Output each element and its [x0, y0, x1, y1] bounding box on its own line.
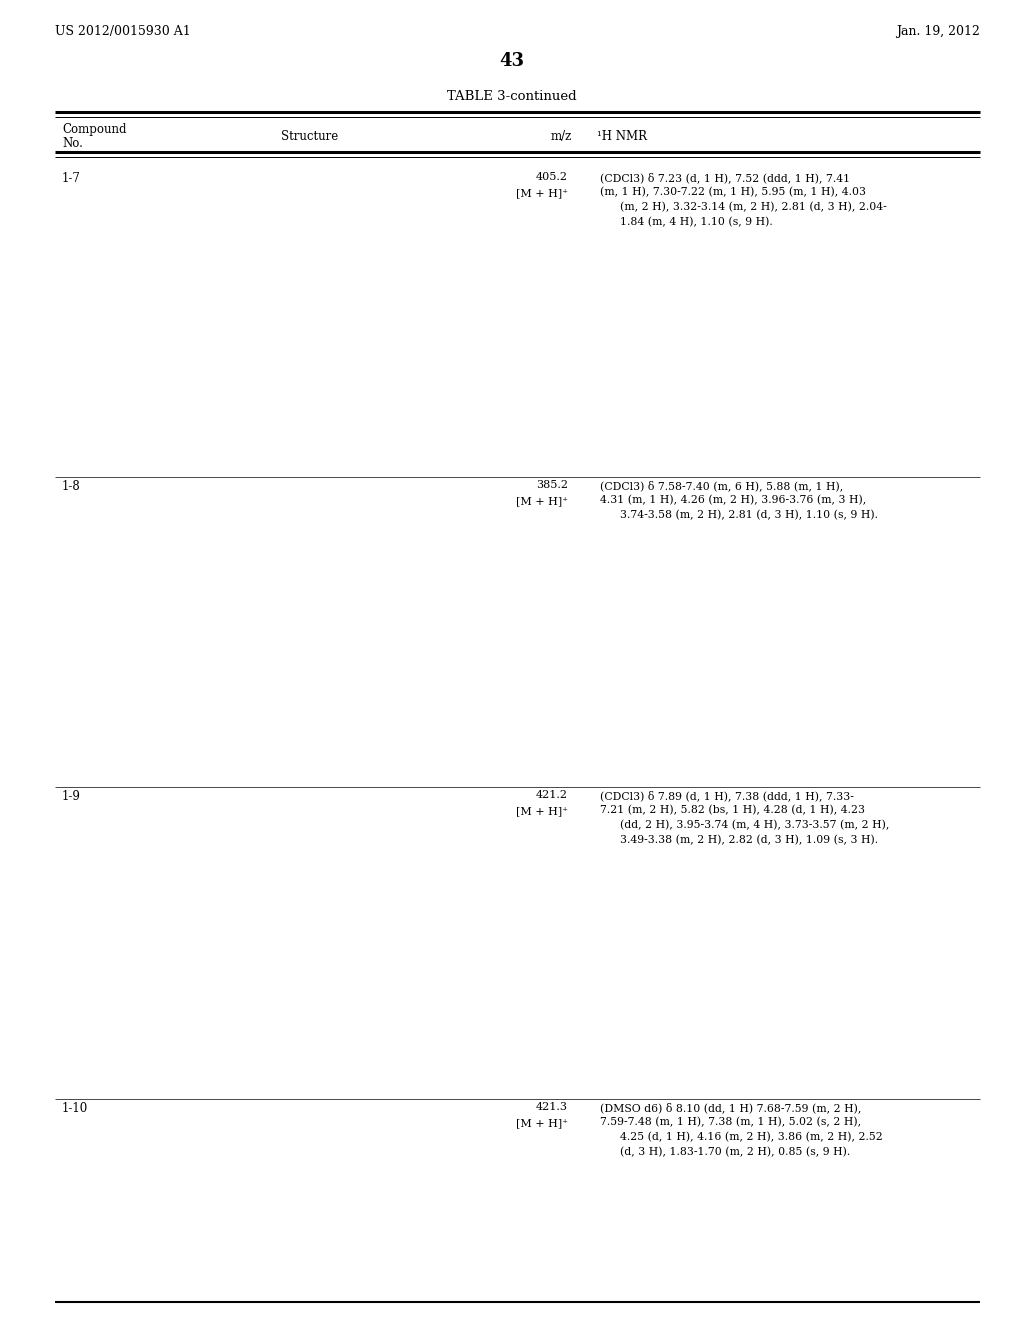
- Text: Structure: Structure: [282, 129, 339, 143]
- Text: 7.21 (m, 2 H), 5.82 (bs, 1 H), 4.28 (d, 1 H), 4.23: 7.21 (m, 2 H), 5.82 (bs, 1 H), 4.28 (d, …: [600, 805, 865, 816]
- Text: Jan. 19, 2012: Jan. 19, 2012: [896, 25, 980, 38]
- Text: (m, 2 H), 3.32-3.14 (m, 2 H), 2.81 (d, 3 H), 2.04-: (m, 2 H), 3.32-3.14 (m, 2 H), 2.81 (d, 3…: [620, 202, 887, 213]
- Text: 1-10: 1-10: [62, 1102, 88, 1115]
- Text: 4.31 (m, 1 H), 4.26 (m, 2 H), 3.96-3.76 (m, 3 H),: 4.31 (m, 1 H), 4.26 (m, 2 H), 3.96-3.76 …: [600, 495, 866, 506]
- Text: Compound: Compound: [62, 123, 127, 136]
- Text: (DMSO d6) δ 8.10 (dd, 1 H) 7.68-7.59 (m, 2 H),: (DMSO d6) δ 8.10 (dd, 1 H) 7.68-7.59 (m,…: [600, 1102, 861, 1113]
- Text: ¹H NMR: ¹H NMR: [597, 129, 647, 143]
- Text: 421.3: 421.3: [536, 1102, 568, 1111]
- Text: 421.2: 421.2: [536, 789, 568, 800]
- Text: No.: No.: [62, 137, 83, 150]
- Text: [M + H]⁺: [M + H]⁺: [516, 1118, 568, 1129]
- Text: (d, 3 H), 1.83-1.70 (m, 2 H), 0.85 (s, 9 H).: (d, 3 H), 1.83-1.70 (m, 2 H), 0.85 (s, 9…: [620, 1147, 850, 1158]
- Text: US 2012/0015930 A1: US 2012/0015930 A1: [55, 25, 190, 38]
- Text: (dd, 2 H), 3.95-3.74 (m, 4 H), 3.73-3.57 (m, 2 H),: (dd, 2 H), 3.95-3.74 (m, 4 H), 3.73-3.57…: [620, 820, 890, 830]
- Text: (CDCl3) δ 7.89 (d, 1 H), 7.38 (ddd, 1 H), 7.33-: (CDCl3) δ 7.89 (d, 1 H), 7.38 (ddd, 1 H)…: [600, 789, 854, 801]
- Text: [M + H]⁺: [M + H]⁺: [516, 187, 568, 198]
- Text: 7.59-7.48 (m, 1 H), 7.38 (m, 1 H), 5.02 (s, 2 H),: 7.59-7.48 (m, 1 H), 7.38 (m, 1 H), 5.02 …: [600, 1117, 861, 1127]
- Text: 1.84 (m, 4 H), 1.10 (s, 9 H).: 1.84 (m, 4 H), 1.10 (s, 9 H).: [620, 216, 773, 227]
- Text: 4.25 (d, 1 H), 4.16 (m, 2 H), 3.86 (m, 2 H), 2.52: 4.25 (d, 1 H), 4.16 (m, 2 H), 3.86 (m, 2…: [620, 1133, 883, 1142]
- Text: 3.74-3.58 (m, 2 H), 2.81 (d, 3 H), 1.10 (s, 9 H).: 3.74-3.58 (m, 2 H), 2.81 (d, 3 H), 1.10 …: [620, 510, 878, 520]
- Text: 1-8: 1-8: [62, 480, 81, 492]
- Text: 405.2: 405.2: [536, 172, 568, 182]
- Text: 385.2: 385.2: [536, 480, 568, 490]
- Text: TABLE 3-continued: TABLE 3-continued: [447, 90, 577, 103]
- Text: (CDCl3) δ 7.58-7.40 (m, 6 H), 5.88 (m, 1 H),: (CDCl3) δ 7.58-7.40 (m, 6 H), 5.88 (m, 1…: [600, 480, 843, 491]
- Text: m/z: m/z: [551, 129, 572, 143]
- Text: 3.49-3.38 (m, 2 H), 2.82 (d, 3 H), 1.09 (s, 3 H).: 3.49-3.38 (m, 2 H), 2.82 (d, 3 H), 1.09 …: [620, 836, 879, 845]
- Text: [M + H]⁺: [M + H]⁺: [516, 807, 568, 816]
- Text: 1-7: 1-7: [62, 172, 81, 185]
- Text: (CDCl3) δ 7.23 (d, 1 H), 7.52 (ddd, 1 H), 7.41: (CDCl3) δ 7.23 (d, 1 H), 7.52 (ddd, 1 H)…: [600, 172, 850, 182]
- Text: 43: 43: [500, 51, 524, 70]
- Text: [M + H]⁺: [M + H]⁺: [516, 496, 568, 506]
- Text: 1-9: 1-9: [62, 789, 81, 803]
- Text: (m, 1 H), 7.30-7.22 (m, 1 H), 5.95 (m, 1 H), 4.03: (m, 1 H), 7.30-7.22 (m, 1 H), 5.95 (m, 1…: [600, 187, 866, 198]
